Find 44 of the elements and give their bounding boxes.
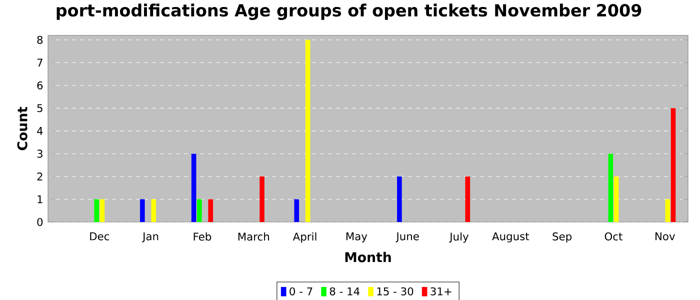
x-tick-label: Oct — [604, 232, 622, 240]
y-axis-title: Count — [17, 106, 28, 150]
x-axis-title: Month — [345, 252, 391, 262]
x-tick-label: Sep — [552, 232, 572, 243]
x-tick-label: Jan — [142, 232, 158, 242]
bar — [465, 176, 470, 222]
x-tick-label: April — [292, 232, 316, 243]
bar — [670, 108, 676, 222]
x-tick-label: Nov — [656, 232, 675, 240]
bar — [614, 176, 619, 222]
bar — [151, 199, 156, 222]
y-tick-label: 2 — [37, 172, 42, 180]
y-tick-label: 4 — [37, 127, 43, 135]
x-tick-label: Feb — [194, 232, 212, 241]
y-tick-label: 8 — [37, 36, 43, 44]
bar — [140, 199, 145, 222]
bar — [100, 199, 105, 222]
bar — [608, 154, 614, 222]
bar — [294, 199, 300, 222]
y-tick-label: 6 — [37, 81, 43, 90]
x-tick-label: July — [449, 232, 469, 243]
legend-label: 8 - 14 — [330, 287, 360, 296]
y-tick-label: 0 — [37, 218, 43, 226]
legend-label: 15 - 30 — [377, 287, 414, 296]
x-tick-label: March — [238, 232, 269, 241]
bar — [305, 40, 310, 222]
x-tick-label: June — [396, 232, 419, 242]
bar — [94, 199, 100, 222]
bar — [191, 154, 196, 222]
x-tick-label: May — [346, 232, 368, 242]
y-tick-label: 3 — [37, 150, 42, 158]
y-tick-label: 7 — [37, 58, 42, 67]
chart-title: port-modifications Age groups of open tickets November 2009 — [56, 4, 642, 20]
bar — [397, 176, 402, 222]
x-tick-label: Dec — [90, 232, 110, 240]
bar — [197, 199, 202, 222]
y-tick-label: 1 — [38, 195, 42, 204]
legend-label: 31+ — [430, 287, 452, 296]
bar — [665, 199, 670, 222]
x-tick-label: August — [492, 232, 530, 242]
bar — [260, 176, 264, 222]
legend-label: 0 - 7 — [290, 287, 312, 296]
bar — [208, 199, 214, 222]
y-tick-label: 5 — [37, 104, 42, 112]
